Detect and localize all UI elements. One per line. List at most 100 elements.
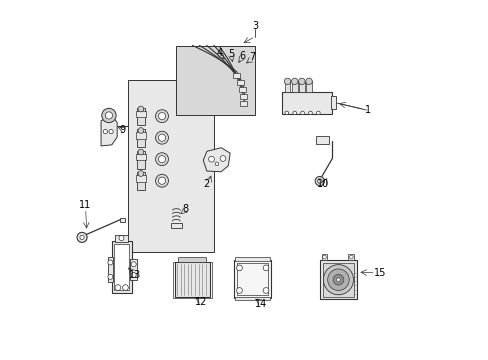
Bar <box>322 263 353 297</box>
Bar <box>137 108 144 126</box>
Circle shape <box>155 110 168 123</box>
Circle shape <box>155 153 168 166</box>
Text: 1: 1 <box>365 105 370 115</box>
Circle shape <box>322 255 325 259</box>
Bar <box>112 241 131 293</box>
Circle shape <box>263 265 268 271</box>
Circle shape <box>323 265 353 295</box>
Bar <box>284 81 290 92</box>
Bar <box>282 92 332 114</box>
Circle shape <box>285 111 288 115</box>
Circle shape <box>102 108 116 123</box>
Circle shape <box>208 156 214 162</box>
Circle shape <box>336 278 340 282</box>
Bar <box>321 254 326 260</box>
Text: 2: 2 <box>203 179 209 189</box>
Polygon shape <box>101 116 117 146</box>
Bar <box>136 132 145 139</box>
Bar <box>291 81 297 92</box>
Circle shape <box>316 111 320 115</box>
Circle shape <box>349 255 352 259</box>
Text: 9: 9 <box>119 125 125 135</box>
Bar <box>234 297 269 300</box>
Text: 6: 6 <box>239 50 244 60</box>
Polygon shape <box>176 45 255 116</box>
Text: 12: 12 <box>195 297 207 307</box>
Circle shape <box>305 78 312 85</box>
Circle shape <box>317 179 321 183</box>
Circle shape <box>80 235 84 239</box>
Text: 3: 3 <box>252 21 258 31</box>
Text: 4: 4 <box>216 48 222 58</box>
Circle shape <box>158 113 165 120</box>
Text: 13: 13 <box>129 270 141 280</box>
Bar <box>236 80 244 85</box>
Circle shape <box>119 235 124 240</box>
Polygon shape <box>203 148 230 172</box>
Circle shape <box>284 78 290 85</box>
Circle shape <box>131 262 136 267</box>
Bar <box>316 136 328 144</box>
Circle shape <box>292 111 296 115</box>
Bar <box>298 81 304 92</box>
Text: 8: 8 <box>182 204 188 214</box>
Circle shape <box>138 128 143 134</box>
Text: 14: 14 <box>254 299 266 309</box>
Circle shape <box>263 288 268 293</box>
Bar <box>234 257 269 261</box>
Text: 5: 5 <box>227 49 234 59</box>
Circle shape <box>215 162 218 166</box>
Bar <box>107 257 113 282</box>
Circle shape <box>291 78 297 85</box>
Circle shape <box>108 274 113 279</box>
Text: 11: 11 <box>79 200 91 210</box>
Bar <box>240 94 247 99</box>
Bar <box>330 96 335 109</box>
Bar <box>114 244 128 291</box>
Bar <box>137 129 144 147</box>
Circle shape <box>236 288 242 293</box>
Bar <box>136 111 145 117</box>
Circle shape <box>158 177 165 184</box>
Circle shape <box>332 274 343 285</box>
Circle shape <box>77 232 87 242</box>
Circle shape <box>105 112 112 119</box>
Text: 10: 10 <box>317 179 329 189</box>
Bar <box>233 260 271 298</box>
Bar <box>137 150 144 168</box>
Circle shape <box>138 149 143 155</box>
Circle shape <box>155 174 168 187</box>
Circle shape <box>108 260 113 265</box>
Circle shape <box>158 156 165 163</box>
Circle shape <box>220 156 225 161</box>
Bar <box>233 73 240 78</box>
Circle shape <box>300 111 304 115</box>
Circle shape <box>298 78 305 85</box>
Bar <box>171 223 182 228</box>
Text: 7: 7 <box>249 52 255 62</box>
Bar <box>174 262 210 297</box>
Polygon shape <box>128 80 214 252</box>
Bar <box>136 154 145 160</box>
Circle shape <box>308 111 312 115</box>
Circle shape <box>138 106 143 112</box>
Bar <box>120 218 125 222</box>
Bar <box>236 263 267 295</box>
Circle shape <box>155 131 168 144</box>
Bar <box>136 175 145 182</box>
Circle shape <box>109 130 113 134</box>
Circle shape <box>131 273 136 278</box>
Circle shape <box>122 285 128 291</box>
Circle shape <box>138 171 143 176</box>
Bar <box>130 259 137 280</box>
Circle shape <box>314 176 324 186</box>
Bar <box>178 257 206 262</box>
Circle shape <box>327 269 348 291</box>
Circle shape <box>103 130 107 134</box>
Bar <box>240 102 247 107</box>
Bar <box>239 87 246 92</box>
Circle shape <box>236 265 242 271</box>
Bar <box>173 262 211 298</box>
Bar <box>137 172 144 190</box>
Bar <box>305 81 311 92</box>
